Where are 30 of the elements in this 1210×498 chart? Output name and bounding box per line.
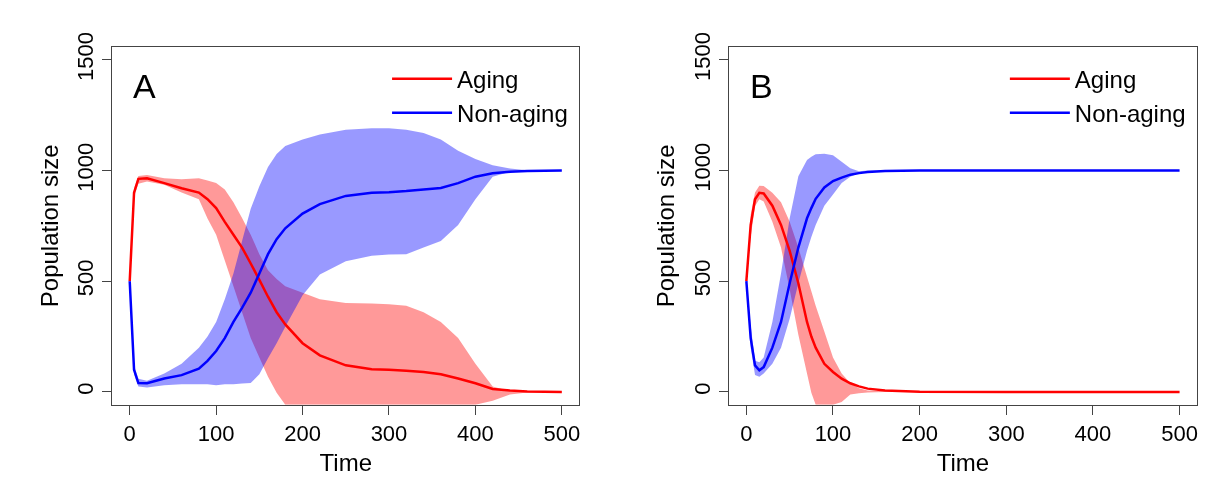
x-tick-label: 400 xyxy=(457,421,494,447)
annotation: A xyxy=(133,67,156,105)
x-tick-label: 500 xyxy=(543,421,581,447)
y-axis-title: Population size xyxy=(35,144,63,308)
y-tick-label: 0 xyxy=(690,382,716,395)
x-tick-label: 100 xyxy=(814,421,852,447)
y-tick-label: 1000 xyxy=(73,142,99,192)
x-tick-label: 500 xyxy=(1161,421,1198,447)
y-tick-label: 1000 xyxy=(690,142,716,192)
x-tick-label: 300 xyxy=(370,421,408,447)
x-tick-label: 400 xyxy=(1074,421,1112,447)
x-axis-title: Time xyxy=(936,448,990,476)
y-axis-title: Population size xyxy=(652,144,680,308)
x-tick-label: 200 xyxy=(901,421,939,447)
x-tick-label: 0 xyxy=(740,421,753,447)
x-tick-label: 100 xyxy=(197,421,235,447)
legend-label: Aging xyxy=(1074,66,1137,93)
legend-label: Non-aging xyxy=(457,100,568,128)
x-tick-label: 200 xyxy=(284,421,321,447)
legend-label: Non-aging xyxy=(1074,100,1186,128)
y-tick-label: 500 xyxy=(690,259,716,297)
x-axis-title: Time xyxy=(319,448,372,476)
annotation: B xyxy=(750,67,773,105)
y-tick-label: 0 xyxy=(73,382,99,395)
y-tick-label: 1500 xyxy=(73,31,99,81)
legend-label: Aging xyxy=(457,66,519,93)
y-tick-label: 1500 xyxy=(690,31,716,81)
x-tick-label: 300 xyxy=(987,421,1025,447)
x-tick-label: 0 xyxy=(123,421,136,447)
y-tick-label: 500 xyxy=(73,259,99,297)
